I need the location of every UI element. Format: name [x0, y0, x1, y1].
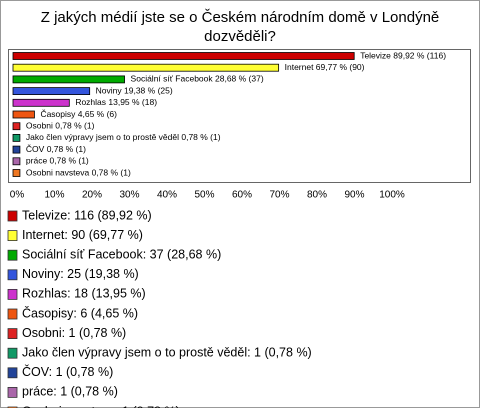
- legend-label: Osobni: 1 (0,78 %): [22, 326, 126, 340]
- plot-area: [8, 49, 471, 183]
- value-label: Rozhlas 13,95 % (18): [75, 97, 157, 107]
- x-tick-label: 80%: [307, 190, 327, 201]
- value-label: Jako člen výpravy jsem o to prostě věděl…: [26, 132, 221, 142]
- legend-label: Internet: 90 (69,77 %): [22, 228, 143, 242]
- legend-label: Rozhlas: 18 (13,95 %): [22, 287, 146, 301]
- x-tick-label: 70%: [269, 190, 289, 201]
- chart-title: Z jakých médií jste se o Českém národním…: [40, 9, 440, 45]
- bar: [12, 157, 21, 166]
- bar: [12, 169, 21, 177]
- x-tick-label: 50%: [194, 190, 214, 201]
- legend-swatch: [7, 328, 18, 340]
- bar: [12, 145, 21, 154]
- legend-label: Jako člen výpravy jsem o to prostě věděl…: [22, 345, 312, 359]
- legend-swatch: [7, 210, 18, 222]
- value-label: Internet 69,77 % (90): [285, 62, 365, 72]
- bar: [12, 52, 355, 60]
- x-tick-label: 30%: [119, 190, 139, 201]
- legend-swatch: [7, 386, 18, 398]
- legend-swatch: [7, 347, 18, 359]
- bar: [12, 87, 91, 95]
- value-label: Časopisy 4,65 % (6): [40, 109, 117, 119]
- legend-swatch: [7, 308, 18, 320]
- legend-swatch: [7, 288, 18, 300]
- value-label: Sociální síť Facebook 28,68 % (37): [131, 74, 264, 84]
- bar: [12, 133, 21, 142]
- bar: [12, 75, 125, 84]
- legend-label: Sociální síť Facebook: 37 (28,68 %): [22, 247, 221, 261]
- x-tick-label: 10%: [44, 190, 64, 201]
- legend-swatch: [7, 269, 18, 281]
- x-tick-label: 20%: [82, 190, 102, 201]
- bar: [12, 122, 21, 131]
- x-tick-label: 100%: [379, 190, 405, 201]
- legend-swatch: [7, 249, 18, 261]
- legend-swatch: [7, 230, 18, 242]
- x-tick-label: 90%: [344, 190, 364, 201]
- legend-label: Osobni navsteva: 1 (0,78 %): [22, 404, 180, 408]
- value-label: Osobni navsteva 0,78 % (1): [26, 167, 131, 177]
- legend-label: Časopisy: 6 (4,65 %): [22, 305, 138, 320]
- bar: [12, 98, 70, 107]
- value-label: Osobni 0,78 % (1): [26, 120, 95, 130]
- legend-label: Noviny: 25 (19,38 %): [22, 267, 139, 281]
- bar: [12, 63, 280, 72]
- legend-label: ČOV: 1 (0,78 %): [22, 364, 113, 379]
- x-tick-label: 0%: [10, 190, 25, 201]
- value-label: ČOV 0,78 % (1): [26, 144, 86, 154]
- value-label: práce 0,78 % (1): [26, 156, 89, 166]
- bar: [12, 110, 35, 119]
- x-tick-label: 40%: [157, 190, 177, 201]
- x-tick-label: 60%: [232, 190, 252, 201]
- legend-swatch: [7, 367, 18, 379]
- legend-label: práce: 1 (0,78 %): [22, 385, 118, 399]
- value-label: Televize 89,92 % (116): [360, 50, 446, 60]
- legend-label: Televize: 116 (89,92 %): [22, 208, 152, 222]
- value-label: Noviny 19,38 % (25): [96, 85, 173, 95]
